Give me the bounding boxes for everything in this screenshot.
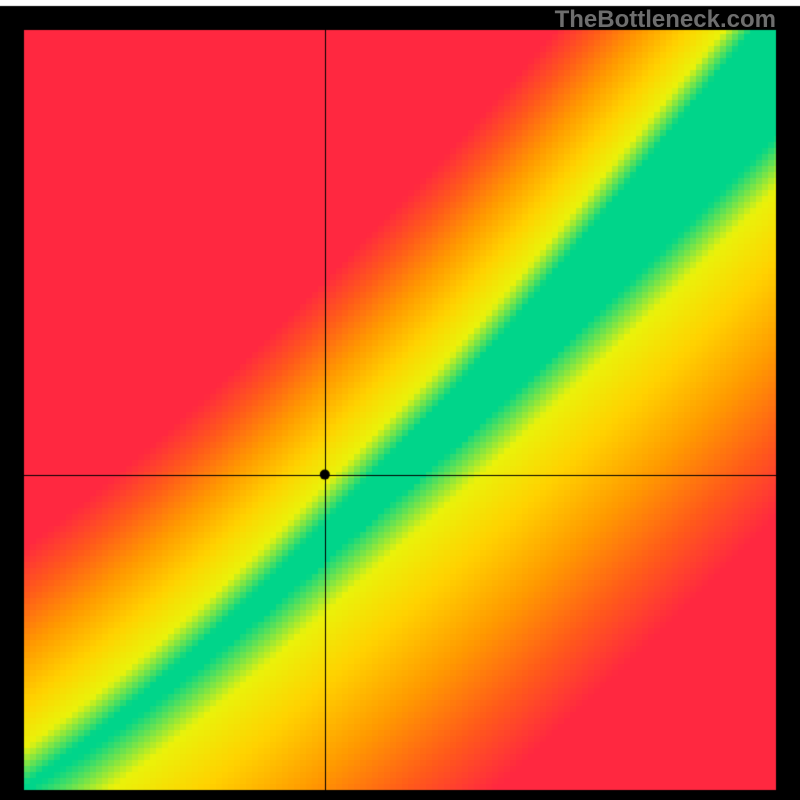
bottleneck-heatmap (0, 0, 800, 800)
watermark-text: TheBottleneck.com (555, 6, 776, 34)
chart-container: TheBottleneck.com (0, 0, 800, 800)
